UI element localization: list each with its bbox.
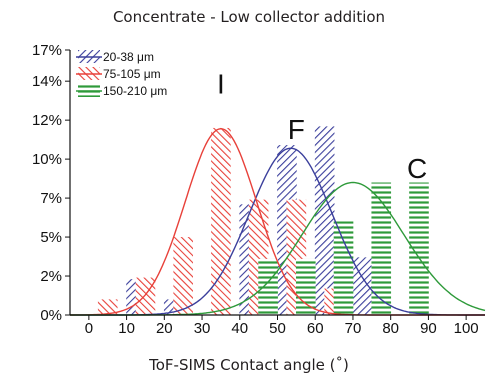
bar-series-1-2 — [173, 237, 193, 315]
legend-label: 150-210 μm — [103, 84, 167, 98]
y-tick-label: 10% — [32, 151, 62, 168]
y-tick-label: 17% — [32, 42, 62, 59]
legend-label: 20-38 μm — [103, 50, 154, 64]
bars-layer — [97, 126, 429, 315]
x-tick-label: 80 — [382, 320, 399, 337]
x-tick-label: 100 — [454, 320, 479, 337]
bar-series-2-3 — [371, 182, 392, 315]
bar-series-2-4 — [409, 182, 429, 315]
annotation-f: F — [288, 114, 305, 145]
x-tick-label: 0 — [85, 320, 93, 337]
x-tick-label: 40 — [231, 320, 248, 337]
x-tick-label: 10 — [118, 320, 135, 337]
x-tick-label: 70 — [345, 320, 362, 337]
x-axis-label: ToF-SIMS Contact angle (˚) — [149, 356, 349, 374]
annotation-c: C — [407, 153, 427, 184]
axes-layer: 0 10 20 30 40 50 60 70 80 90 100 0% 2% 5% 7% 10% 12% 14% 1… — [32, 42, 485, 337]
bar-series-1-3 — [211, 127, 231, 315]
annotations-layer: I F C — [217, 69, 427, 184]
chart-title: Concentrate - Low collector addition — [112, 8, 386, 26]
x-tick-label: 90 — [420, 320, 437, 337]
bar-series-2-2 — [333, 221, 354, 315]
legend-label: 75-105 μm — [103, 67, 161, 81]
y-tick-label: 7% — [40, 190, 62, 207]
x-tick-label: 60 — [307, 320, 324, 337]
bar-series-0-5 — [352, 257, 373, 315]
y-tick-label: 0% — [40, 307, 62, 324]
y-tick-label: 14% — [32, 73, 62, 90]
x-tick-label: 50 — [269, 320, 286, 337]
annotation-i: I — [217, 69, 225, 100]
y-tick-label: 5% — [40, 229, 62, 246]
y-tick-label: 12% — [32, 112, 62, 129]
x-tick-label: 20 — [156, 320, 173, 337]
bar-series-0-4 — [314, 126, 335, 315]
legend-item-2: 150-210 μm — [76, 84, 167, 98]
bar-series-2-0 — [258, 258, 278, 315]
bar-series-2-1 — [295, 258, 316, 315]
legend-item-1: 75-105 μm — [76, 67, 161, 81]
legend: 20-38 μm 75-105 μm 150-210 μm — [76, 50, 167, 98]
y-tick-label: 2% — [40, 268, 62, 285]
bar-series-1-1 — [135, 277, 156, 315]
bar-series-1-0 — [97, 299, 118, 315]
x-tick-label: 30 — [194, 320, 211, 337]
legend-item-0: 20-38 μm — [76, 50, 154, 64]
